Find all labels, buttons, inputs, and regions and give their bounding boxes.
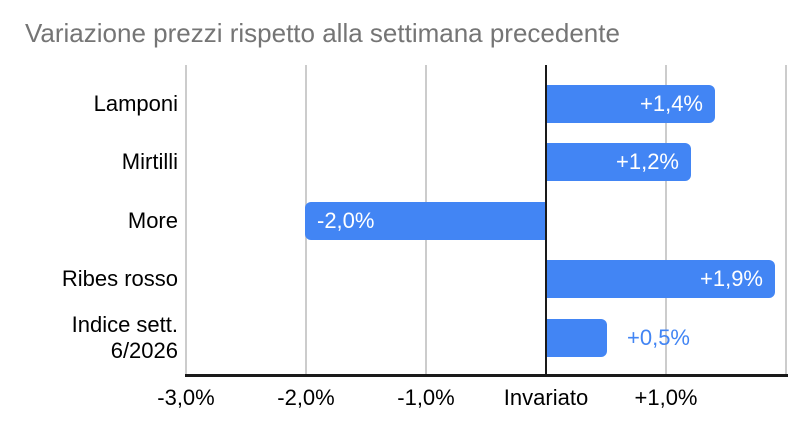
x-tick-invariato: Invariato (503, 385, 589, 410)
zero-baseline (545, 65, 547, 374)
bar-value-label: +1,4% (640, 91, 703, 116)
gridline (785, 65, 787, 374)
x-tick-3-0: -3,0% (157, 385, 215, 410)
bar-lamponi: +1,4% (547, 85, 715, 123)
plot-area: +1,4% +1,2% -2,0% +1,9% +0,5% (185, 65, 788, 377)
bar-ribes-rosso: +1,9% (547, 260, 775, 299)
bar-value-label: +1,9% (700, 266, 763, 292)
gridline (185, 65, 187, 374)
x-tick-2-0: -2,0% (277, 385, 335, 410)
chart-title: Variazione prezzi rispetto alla settiman… (25, 18, 620, 48)
x-tick-1-0: -1,0% (397, 385, 455, 410)
bar-indice-sett-6-2026 (547, 318, 607, 357)
category-label-mirtilli: Mirtilli (121, 149, 178, 175)
category-label-indice-sett-6-2026: Indice sett. 6/2026 (71, 311, 178, 363)
x-tick-1-0: +1,0% (634, 385, 698, 410)
category-label-ribes-rosso: Ribes rosso (61, 266, 178, 292)
gridline (665, 65, 667, 374)
category-label-lamponi: Lamponi (93, 91, 178, 117)
bar-value-label: +1,2% (616, 149, 679, 175)
x-axis-line (185, 374, 788, 377)
bar-more: -2,0% (305, 201, 545, 240)
category-label-more: More (127, 207, 178, 233)
bar-mirtilli: +1,2% (547, 143, 691, 182)
bar-value-label: -2,0% (317, 207, 375, 233)
bar-value-label-outside: +0,5% (627, 324, 690, 350)
